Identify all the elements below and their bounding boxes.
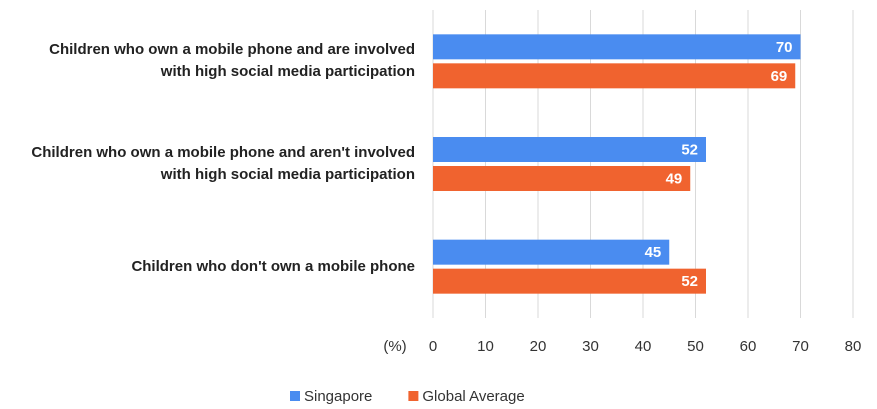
bar [433, 166, 691, 191]
x-tick-label: 10 [477, 338, 494, 355]
value-label: 45 [645, 244, 662, 261]
bar [433, 239, 670, 265]
legend-label: Singapore [304, 388, 372, 405]
category-label: Children who own a mobile phone and aren… [31, 144, 415, 183]
category-label: Children who own a mobile phone and are … [49, 41, 415, 81]
x-tick-label: 60 [740, 338, 757, 355]
value-label: 70 [776, 39, 793, 56]
value-label: 69 [771, 68, 788, 85]
bar [433, 63, 796, 89]
legend-swatch [290, 391, 300, 401]
x-tick-label: 80 [845, 338, 862, 355]
value-label: 52 [681, 141, 698, 158]
x-tick-label: 50 [687, 338, 704, 355]
value-label: 52 [681, 273, 698, 290]
x-tick-label: 20 [530, 338, 547, 355]
x-tick-label: 0 [429, 338, 437, 355]
x-tick-label: 30 [582, 338, 599, 355]
value-label: 49 [666, 170, 683, 187]
x-axis-label: (%) [383, 338, 406, 355]
x-tick-label: 40 [635, 338, 652, 355]
legend-swatch [408, 391, 419, 401]
legend-label: Global Average [422, 388, 524, 405]
bar [433, 34, 801, 60]
bar [433, 137, 706, 162]
x-tick-label: 70 [792, 338, 809, 355]
bar [433, 268, 706, 294]
category-label: Children who don't own a mobile phone [131, 257, 415, 275]
